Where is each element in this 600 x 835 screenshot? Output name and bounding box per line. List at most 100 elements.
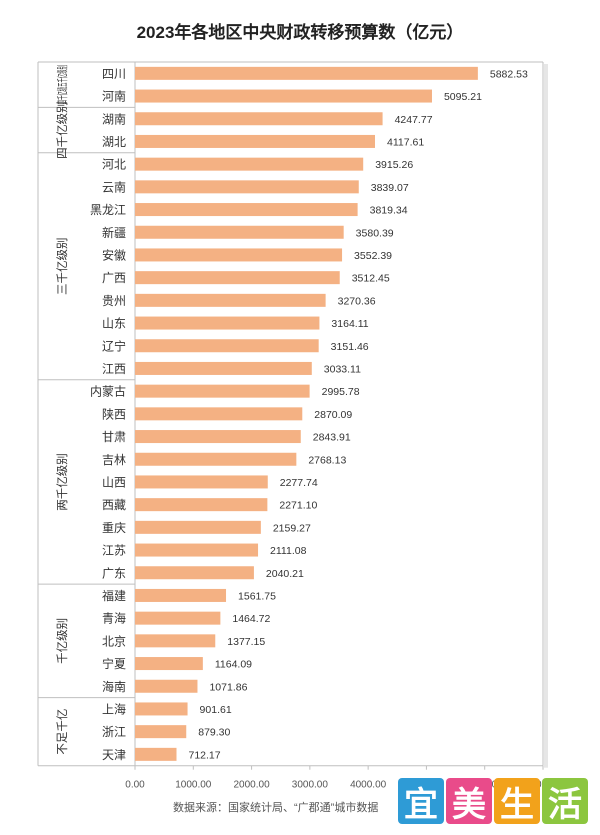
- bar: [135, 134, 375, 148]
- data-label: 5095.21: [444, 91, 482, 103]
- category-label: 陕西: [102, 406, 126, 421]
- group-label: 三千亿级别: [56, 238, 69, 296]
- bar: [135, 611, 221, 625]
- x-tick-label: 3000.00: [292, 780, 329, 791]
- data-label: 3033.11: [324, 363, 361, 375]
- data-label: 4247.77: [395, 114, 433, 126]
- data-label: 1164.09: [215, 659, 252, 671]
- category-label: 广东: [102, 566, 126, 580]
- data-label: 3580.39: [356, 227, 394, 239]
- category-label: 河南: [102, 89, 126, 104]
- data-label: 3819.34: [370, 205, 408, 217]
- bar: [135, 407, 303, 421]
- bar: [135, 339, 319, 353]
- bar: [135, 566, 254, 580]
- bar: [135, 384, 310, 398]
- bar: [135, 112, 383, 126]
- category-label: 福建: [102, 588, 126, 603]
- category-label: 上海: [102, 701, 126, 716]
- bar: [135, 475, 268, 489]
- group-label: 千亿级别: [56, 618, 69, 664]
- category-label: 黑龙江: [90, 203, 126, 217]
- bar: [135, 180, 359, 194]
- data-label: 2111.08: [270, 545, 307, 557]
- source-note: 数据来源：国家统计局、“广郡通”城市数据: [173, 802, 379, 814]
- category-label: 青海: [102, 611, 126, 626]
- category-label: 宁夏: [102, 656, 126, 671]
- category-label: 贵州: [102, 294, 126, 308]
- data-label: 3839.07: [371, 182, 409, 194]
- category-label: 湖南: [102, 111, 126, 126]
- data-label: 3164.11: [331, 318, 368, 330]
- category-label: 山东: [102, 317, 126, 331]
- category-label: 江苏: [102, 544, 126, 558]
- bar: [135, 679, 198, 693]
- bar: [135, 271, 340, 285]
- bar: [135, 430, 301, 444]
- bar: [135, 452, 297, 466]
- bar: [135, 498, 268, 512]
- bar: [135, 634, 216, 648]
- bar: [135, 293, 326, 307]
- data-label: 3512.45: [352, 273, 390, 285]
- category-label: 广西: [102, 271, 126, 285]
- bar: [135, 225, 344, 239]
- category-label: 海南: [102, 679, 126, 694]
- category-label: 西藏: [102, 498, 126, 512]
- category-label: 四川: [102, 67, 126, 81]
- category-label: 吉林: [102, 453, 126, 467]
- logo-char: 美: [446, 778, 492, 824]
- logo-char: 宜: [398, 778, 444, 824]
- bar: [135, 157, 364, 171]
- data-label: 879.30: [198, 727, 230, 739]
- data-label: 3552.39: [354, 250, 392, 262]
- frame-shadow: [544, 64, 548, 768]
- data-label: 2271.10: [279, 500, 317, 512]
- logo-char: 生: [494, 778, 540, 824]
- bar: [135, 89, 432, 103]
- group-label: 两千亿级别: [56, 453, 69, 511]
- data-label: 1464.72: [232, 613, 270, 625]
- bar: [135, 248, 343, 262]
- data-label: 2843.91: [313, 432, 351, 444]
- data-label: 2995.78: [322, 386, 360, 398]
- bar: [135, 203, 358, 217]
- bar: [135, 543, 259, 557]
- category-label: 浙江: [102, 725, 126, 739]
- bar: [135, 725, 187, 739]
- logo-char: 活: [542, 778, 588, 824]
- category-label: 辽宁: [102, 338, 126, 353]
- category-label: 天津: [102, 748, 126, 762]
- data-label: 2277.74: [280, 477, 318, 489]
- category-label: 河北: [102, 158, 126, 172]
- category-label: 重庆: [102, 521, 126, 535]
- group-label: 不足千亿: [56, 709, 69, 755]
- bar: [135, 588, 227, 602]
- data-label: 3270.36: [338, 295, 376, 307]
- category-label: 江西: [102, 362, 126, 376]
- group-label: 四千亿级五千亿级别: [56, 65, 69, 104]
- category-label: 北京: [102, 634, 126, 648]
- x-tick-label: 2000.00: [233, 780, 270, 791]
- category-label: 甘肃: [102, 430, 126, 444]
- data-label: 1561.75: [238, 590, 276, 602]
- category-label: 云南: [102, 179, 126, 194]
- bar: [135, 657, 203, 671]
- chart-title: 2023年各地区中央财政转移预算数（亿元）: [136, 23, 464, 42]
- group-label: 四千亿级别: [56, 101, 69, 159]
- bar: [135, 316, 320, 330]
- bar: [135, 747, 177, 761]
- data-label: 2159.27: [273, 522, 311, 534]
- category-label: 山西: [102, 475, 126, 489]
- data-label: 901.61: [200, 704, 232, 716]
- bar: [135, 361, 312, 375]
- x-tick-label: 4000.00: [350, 780, 387, 791]
- category-label: 新疆: [102, 225, 126, 240]
- data-label: 2040.21: [266, 568, 304, 580]
- data-label: 5882.53: [490, 68, 528, 80]
- data-label: 1071.86: [209, 681, 247, 693]
- bar: [135, 66, 478, 80]
- bar: [135, 702, 188, 716]
- brand-logo: 宜美生活: [398, 778, 588, 824]
